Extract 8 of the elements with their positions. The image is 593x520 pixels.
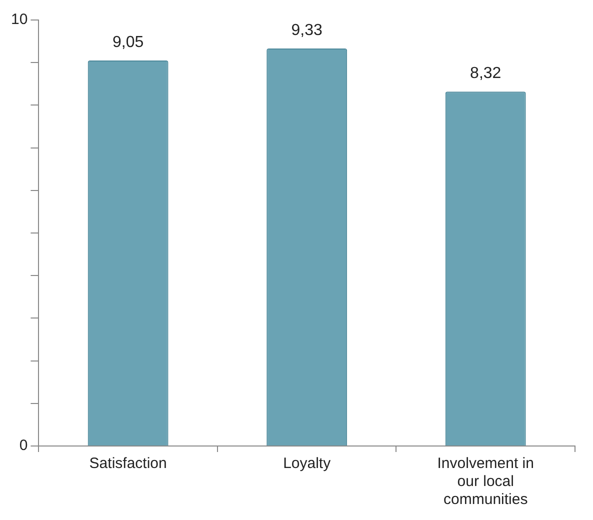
data-label: 8,32 [470, 64, 502, 82]
data-label: 9,33 [291, 22, 323, 39]
data-label: 9,05 [112, 34, 144, 51]
y-tick-label: 10 [10, 11, 28, 28]
x-tick-label: Satisfaction [89, 455, 167, 472]
x-tick-label: Involvement in our local communities [437, 455, 534, 508]
x-tick-label: Loyalty [283, 455, 332, 472]
y-tick-label: 0 [19, 437, 28, 454]
